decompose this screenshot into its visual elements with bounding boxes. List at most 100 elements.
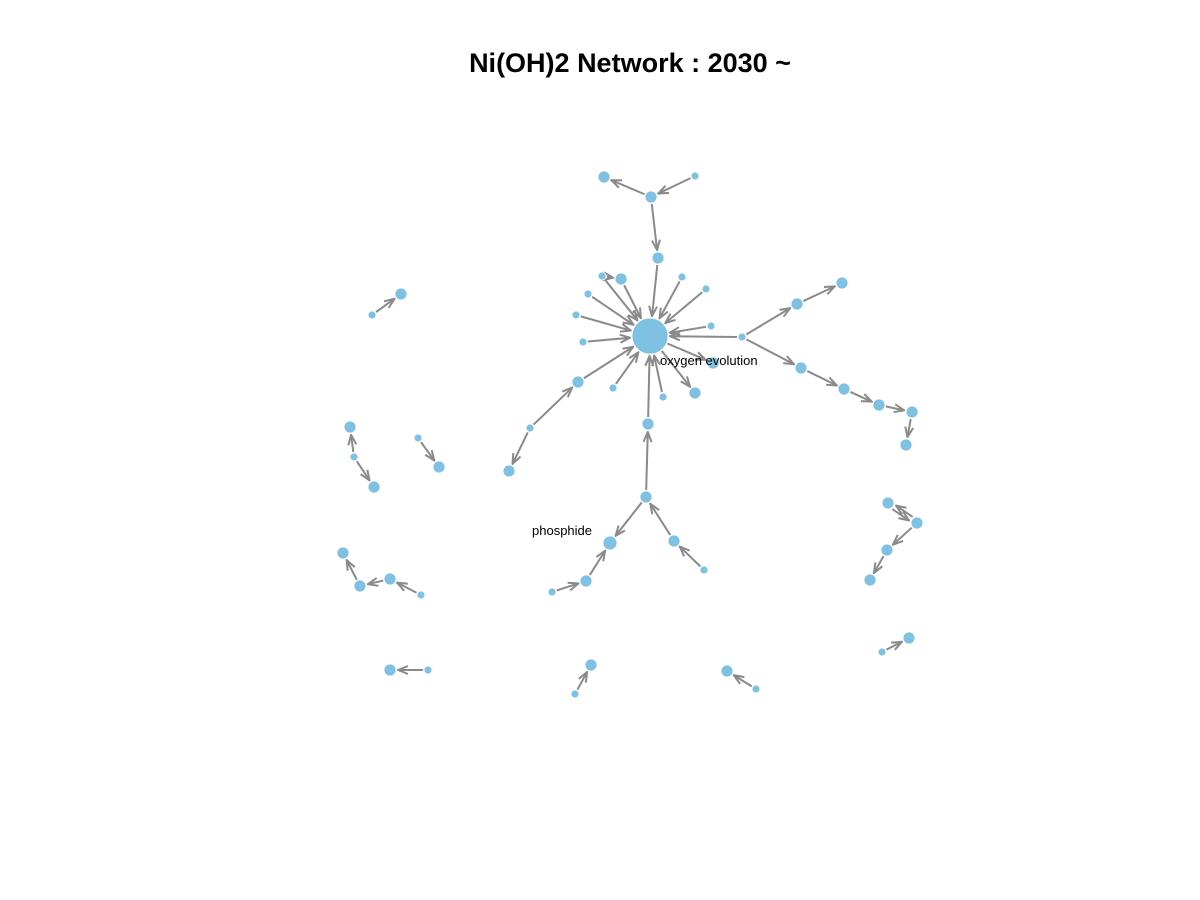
edge-r2-r3 bbox=[802, 286, 834, 302]
edge-s1-hub bbox=[604, 279, 637, 320]
edge-p3-p4 bbox=[874, 555, 885, 573]
edge-t2-t3 bbox=[658, 177, 691, 193]
edge-r1-r4 bbox=[745, 338, 793, 364]
edge-s8-hub bbox=[670, 325, 707, 333]
edge-s9-hub bbox=[615, 352, 639, 385]
edge-j2-j1 bbox=[347, 560, 358, 581]
node-d2 bbox=[639, 490, 653, 504]
node-h1 bbox=[343, 420, 357, 434]
node-d1 bbox=[641, 417, 655, 431]
edge-r4-r5 bbox=[806, 370, 837, 385]
node-r6 bbox=[872, 398, 886, 412]
edge-p2-p1 bbox=[896, 505, 914, 518]
edge-hub-s11 bbox=[667, 342, 705, 359]
node-r4 bbox=[794, 361, 808, 375]
edge-hub-s12 bbox=[660, 350, 690, 387]
edge-d5-d4 bbox=[680, 547, 702, 568]
node-s6 bbox=[677, 272, 687, 282]
node-p1 bbox=[881, 496, 895, 510]
node-a1 bbox=[571, 375, 585, 389]
node-d5 bbox=[699, 565, 709, 575]
edge-j4-j3 bbox=[397, 583, 418, 594]
node-j4 bbox=[416, 590, 426, 600]
node-s2 bbox=[614, 272, 628, 286]
edge-h2-h3 bbox=[355, 460, 370, 480]
node-s9 bbox=[608, 383, 618, 393]
edge-t4-hub bbox=[652, 264, 659, 316]
edge-d4-d2 bbox=[650, 504, 672, 536]
node-r5 bbox=[837, 382, 851, 396]
node-oxygen-evolution bbox=[631, 317, 669, 355]
node-s10 bbox=[658, 392, 668, 402]
edge-d6-d3 bbox=[588, 551, 605, 576]
node-layer bbox=[336, 170, 924, 699]
edge-s1-s2 bbox=[607, 277, 613, 278]
edge-p2-p3 bbox=[893, 526, 913, 545]
node-p3 bbox=[880, 543, 894, 557]
node-t4 bbox=[651, 251, 665, 265]
edge-h2-h1 bbox=[351, 435, 353, 453]
node-label-phosphide: phosphide bbox=[532, 523, 592, 538]
edge-s2-hub bbox=[623, 284, 641, 318]
node-l2 bbox=[570, 689, 580, 699]
node-k2 bbox=[423, 665, 433, 675]
node-j3 bbox=[383, 572, 397, 586]
edge-a1-hub bbox=[583, 347, 633, 380]
node-s5 bbox=[578, 337, 588, 347]
node-m1 bbox=[720, 664, 734, 678]
edge-d2-d1 bbox=[646, 432, 648, 491]
node-d6 bbox=[579, 574, 593, 588]
node-t3 bbox=[644, 190, 658, 204]
node-r2 bbox=[790, 297, 804, 311]
node-g2 bbox=[367, 310, 377, 320]
node-i2 bbox=[432, 460, 446, 474]
node-r7 bbox=[905, 405, 919, 419]
edge-i1-i2 bbox=[420, 441, 434, 460]
node-g1 bbox=[394, 287, 408, 301]
node-j2 bbox=[353, 579, 367, 593]
node-p2 bbox=[910, 516, 924, 530]
node-j1 bbox=[336, 546, 350, 560]
edge-s4-hub bbox=[580, 315, 631, 330]
edge-s6-hub bbox=[660, 280, 681, 318]
node-h3 bbox=[367, 480, 381, 494]
node-s1 bbox=[597, 271, 607, 281]
node-d4 bbox=[667, 534, 681, 548]
edge-n2-n1 bbox=[885, 642, 901, 651]
edge-d7-d6 bbox=[556, 583, 579, 592]
edge-a2-a1 bbox=[532, 388, 573, 426]
node-phosphide bbox=[602, 535, 618, 551]
edge-a2-a3 bbox=[513, 432, 529, 463]
edge-s3-hub bbox=[591, 295, 633, 325]
node-m2 bbox=[751, 684, 761, 694]
node-p4 bbox=[863, 573, 877, 587]
node-l1 bbox=[584, 658, 598, 672]
node-n1 bbox=[902, 631, 916, 645]
node-h2 bbox=[349, 452, 359, 462]
edge-p1-p2 bbox=[891, 508, 909, 520]
edge-d1-hub bbox=[648, 356, 649, 418]
node-r1 bbox=[737, 332, 747, 342]
node-k1 bbox=[383, 663, 397, 677]
edge-layer bbox=[347, 177, 914, 691]
node-a3 bbox=[502, 464, 516, 478]
edge-d2-d3 bbox=[616, 501, 643, 536]
node-r3 bbox=[835, 276, 849, 290]
edge-t3-t4 bbox=[650, 203, 657, 250]
edge-g2-g1 bbox=[375, 299, 394, 313]
node-label-oxygen-evolution: oxygen evolution bbox=[660, 353, 758, 368]
edge-r6-r7 bbox=[885, 406, 904, 410]
node-t2 bbox=[690, 171, 700, 181]
node-s12 bbox=[688, 386, 702, 400]
edge-r1-r2 bbox=[745, 308, 790, 336]
edge-m2-m1 bbox=[734, 675, 753, 688]
edge-s7-hub bbox=[665, 291, 703, 323]
edge-s10-hub bbox=[654, 356, 663, 393]
edge-r5-r6 bbox=[849, 391, 871, 402]
edge-s5-hub bbox=[587, 338, 630, 342]
node-i1 bbox=[413, 433, 423, 443]
node-a2 bbox=[525, 423, 535, 433]
node-s11 bbox=[706, 356, 720, 370]
node-s4 bbox=[571, 310, 581, 320]
